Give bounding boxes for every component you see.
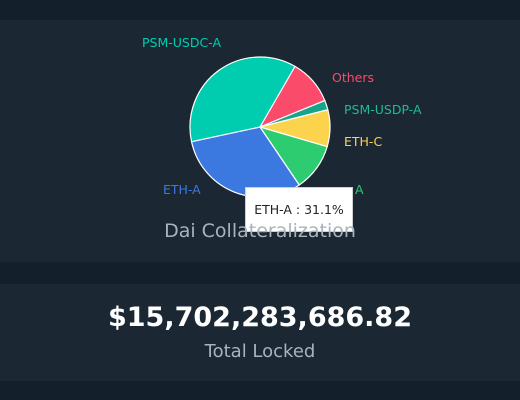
tooltip-separator: : bbox=[291, 202, 305, 217]
tooltip-value: 31.1% bbox=[304, 202, 344, 217]
tooltip-name: ETH-A bbox=[254, 202, 292, 217]
collateral-card: Others PSM-USDP-A ETH-C A ETH-A PSM-USDC-A ET… bbox=[0, 20, 520, 262]
collateral-pie-chart[interactable]: Others PSM-USDP-A ETH-C A ETH-A PSM-USDC-A bbox=[0, 20, 520, 262]
total-locked-value: $15,702,283,686.82 bbox=[107, 302, 413, 333]
chart-caption: Dai Collateralization bbox=[164, 220, 356, 242]
pie-label-psm-usdp-a: PSM-USDP-A bbox=[344, 102, 422, 117]
pie-label-eth-c: ETH-C bbox=[344, 134, 382, 149]
pie-label-eth-b: A bbox=[355, 182, 364, 197]
pie-label-psm-usdc-a: PSM-USDC-A bbox=[142, 35, 221, 50]
pie-slice-psm-usdc-a[interactable] bbox=[189, 56, 296, 143]
total-locked-card: $15,702,283,686.82 Total Locked bbox=[0, 284, 520, 381]
total-locked-label: Total Locked bbox=[204, 341, 316, 362]
pie-label-others: Others bbox=[332, 70, 374, 85]
pie-label-eth-a: ETH-A bbox=[163, 182, 201, 197]
pie-tooltip: ETH-A : 31.1% bbox=[245, 187, 353, 232]
